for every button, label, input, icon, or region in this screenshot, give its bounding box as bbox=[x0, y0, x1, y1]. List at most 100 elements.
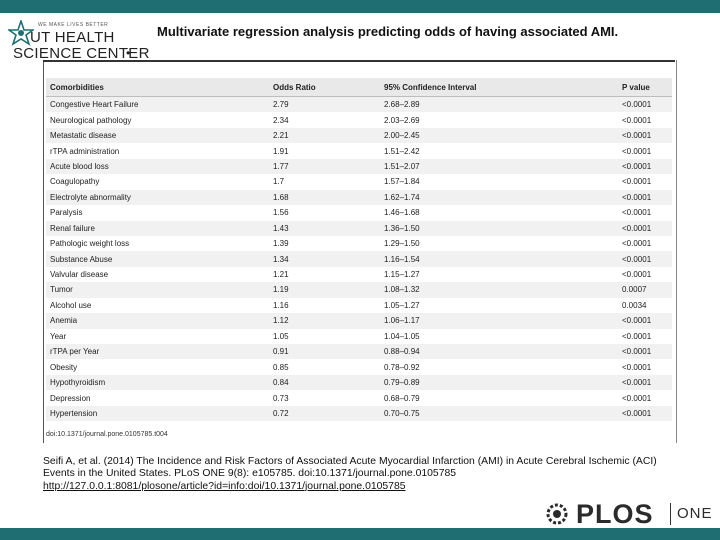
cell-comorbidity: Paralysis bbox=[50, 208, 83, 218]
logo-line-2: SCIENCE CENTER bbox=[13, 45, 150, 62]
logo-dot: • bbox=[126, 46, 131, 60]
cell-odds-ratio: 1.21 bbox=[273, 270, 289, 280]
cell-odds-ratio: 1.12 bbox=[273, 316, 289, 326]
cell-confidence-interval: 1.62–1.74 bbox=[384, 192, 420, 202]
cell-odds-ratio: 1.43 bbox=[273, 223, 289, 233]
cell-comorbidity: Acute blood loss bbox=[50, 161, 109, 171]
citation: Seifi A, et al. (2014) The Incidence and… bbox=[43, 456, 683, 493]
table-top-rule bbox=[43, 60, 675, 62]
cell-comorbidity: Obesity bbox=[50, 362, 78, 372]
table-row: Electrolyte abnormality 1.68 1.62–1.74 <0.0… bbox=[46, 189, 672, 206]
table-doi: doi:10.1371/journal.pone.0105785.t004 bbox=[46, 431, 168, 438]
table-row: Congestive Heart Failure 2.79 2.68–2.89 <0.… bbox=[46, 96, 672, 113]
cell-p-value: <0.0001 bbox=[622, 393, 652, 403]
cell-confidence-interval: 1.04–1.05 bbox=[384, 331, 420, 341]
cell-confidence-interval: 1.08–1.32 bbox=[384, 285, 420, 295]
cell-odds-ratio: 1.34 bbox=[273, 254, 289, 264]
cell-odds-ratio: 1.7 bbox=[273, 177, 285, 187]
header-p-value: P value bbox=[622, 82, 650, 92]
cell-comorbidity: Metastatic disease bbox=[50, 131, 117, 141]
cell-confidence-interval: 1.51–2.07 bbox=[384, 161, 420, 171]
cell-p-value: <0.0001 bbox=[622, 331, 652, 341]
cell-comorbidity: Valvular disease bbox=[50, 270, 109, 280]
header-comorbidities: Comorbidities bbox=[50, 82, 104, 92]
cell-p-value: <0.0001 bbox=[622, 316, 652, 326]
cell-confidence-interval: 1.51–2.42 bbox=[384, 146, 420, 156]
table-row: Depression 0.73 0.68–0.79 <0.0001 bbox=[46, 390, 672, 406]
table-panel bbox=[43, 60, 677, 443]
cell-comorbidity: Congestive Heart Failure bbox=[50, 100, 139, 110]
cell-confidence-interval: 1.06–1.17 bbox=[384, 316, 420, 326]
table-row: Paralysis 1.56 1.46–1.68 <0.0001 bbox=[46, 205, 672, 221]
cell-confidence-interval: 1.46–1.68 bbox=[384, 208, 420, 218]
cell-odds-ratio: 1.19 bbox=[273, 285, 289, 295]
cell-confidence-interval: 2.68–2.89 bbox=[384, 100, 420, 110]
cell-comorbidity: Depression bbox=[50, 393, 91, 403]
plos-gear-icon bbox=[546, 503, 568, 525]
cell-p-value: <0.0001 bbox=[622, 115, 652, 125]
cell-odds-ratio: 0.73 bbox=[273, 393, 289, 403]
cell-p-value: <0.0001 bbox=[622, 208, 652, 218]
cell-comorbidity: Tumor bbox=[50, 285, 73, 295]
cell-comorbidity: Substance Abuse bbox=[50, 254, 113, 264]
cell-comorbidity: Neurological pathology bbox=[50, 115, 132, 125]
cell-confidence-interval: 0.70–0.75 bbox=[384, 408, 420, 418]
cell-confidence-interval: 0.68–0.79 bbox=[384, 393, 420, 403]
cell-p-value: <0.0001 bbox=[622, 239, 652, 249]
table-row: Acute blood loss 1.77 1.51–2.07 <0.0001 bbox=[46, 158, 672, 175]
cell-odds-ratio: 1.16 bbox=[273, 300, 289, 310]
plos-separator bbox=[670, 503, 671, 525]
cell-odds-ratio: 1.39 bbox=[273, 239, 289, 249]
cell-comorbidity: Year bbox=[50, 331, 67, 341]
cell-p-value: <0.0001 bbox=[622, 161, 652, 171]
cell-odds-ratio: 2.21 bbox=[273, 131, 289, 141]
cell-confidence-interval: 0.79–0.89 bbox=[384, 378, 420, 388]
citation-link[interactable]: http://127.0.0.1:8081/plosone/article?id… bbox=[43, 480, 406, 492]
table-row: Renal failure 1.43 1.36–1.50 <0.0001 bbox=[46, 220, 672, 236]
slide-title: Multivariate regression analysis predict… bbox=[157, 24, 619, 39]
table-header-row: Comorbidities Odds Ratio 95% Confidence … bbox=[46, 78, 672, 97]
cell-comorbidity: Alcohol use bbox=[50, 300, 92, 310]
table-row: Substance Abuse 1.34 1.16–1.54 <0.0001 bbox=[46, 251, 672, 267]
cell-confidence-interval: 0.78–0.92 bbox=[384, 362, 420, 372]
cell-comorbidity: Coagulopathy bbox=[50, 177, 100, 187]
cell-odds-ratio: 0.84 bbox=[273, 378, 289, 388]
cell-odds-ratio: 1.05 bbox=[273, 331, 289, 341]
table-row: Hypothyroidism 0.84 0.79–0.89 <0.0001 bbox=[46, 374, 672, 391]
cell-p-value: <0.0001 bbox=[622, 192, 652, 202]
table-row: Obesity 0.85 0.78–0.92 <0.0001 bbox=[46, 359, 672, 375]
table-row: Coagulopathy 1.7 1.57–1.84 <0.0001 bbox=[46, 174, 672, 190]
cell-odds-ratio: 0.72 bbox=[273, 408, 289, 418]
cell-p-value: <0.0001 bbox=[622, 362, 652, 372]
cell-confidence-interval: 1.16–1.54 bbox=[384, 254, 420, 264]
cell-odds-ratio: 2.79 bbox=[273, 100, 289, 110]
cell-confidence-interval: 1.29–1.50 bbox=[384, 239, 420, 249]
cell-comorbidity: Hypertension bbox=[50, 408, 98, 418]
table-row: Valvular disease 1.21 1.15–1.27 <0.0001 bbox=[46, 266, 672, 283]
citation-text: Seifi A, et al. (2014) The Incidence and… bbox=[43, 456, 657, 480]
cell-confidence-interval: 0.88–0.94 bbox=[384, 347, 420, 357]
cell-confidence-interval: 1.57–1.84 bbox=[384, 177, 420, 187]
cell-confidence-interval: 1.15–1.27 bbox=[384, 270, 420, 280]
cell-comorbidity: Anemia bbox=[50, 316, 78, 326]
table-body: Congestive Heart Failure 2.79 2.68–2.89 <0.… bbox=[46, 96, 672, 422]
cell-p-value: <0.0001 bbox=[622, 270, 652, 280]
cell-comorbidity: rTPA administration bbox=[50, 146, 120, 156]
cell-p-value: <0.0001 bbox=[622, 408, 652, 418]
top-bar bbox=[0, 0, 720, 13]
table-row: Neurological pathology 2.34 2.03–2.69 <0.00… bbox=[46, 112, 672, 128]
table-row: Pathologic weight loss 1.39 1.29–1.50 <0.00… bbox=[46, 235, 672, 252]
cell-p-value: 0.0034 bbox=[622, 300, 647, 310]
cell-p-value: <0.0001 bbox=[622, 223, 652, 233]
ut-star-icon bbox=[8, 20, 34, 46]
cell-odds-ratio: 1.91 bbox=[273, 146, 289, 156]
table-row: Year 1.05 1.04–1.05 <0.0001 bbox=[46, 328, 672, 344]
cell-confidence-interval: 1.05–1.27 bbox=[384, 300, 420, 310]
table-row: Tumor 1.19 1.08–1.32 0.0007 bbox=[46, 282, 672, 298]
cell-p-value: <0.0001 bbox=[622, 100, 652, 110]
cell-comorbidity: Renal failure bbox=[50, 223, 95, 233]
table-row: Anemia 1.12 1.06–1.17 <0.0001 bbox=[46, 313, 672, 329]
cell-comorbidity: Hypothyroidism bbox=[50, 378, 106, 388]
cell-odds-ratio: 1.77 bbox=[273, 161, 289, 171]
ut-health-logo: WE MAKE LIVES BETTER UT HEALTH SCIENCE C… bbox=[8, 16, 149, 64]
